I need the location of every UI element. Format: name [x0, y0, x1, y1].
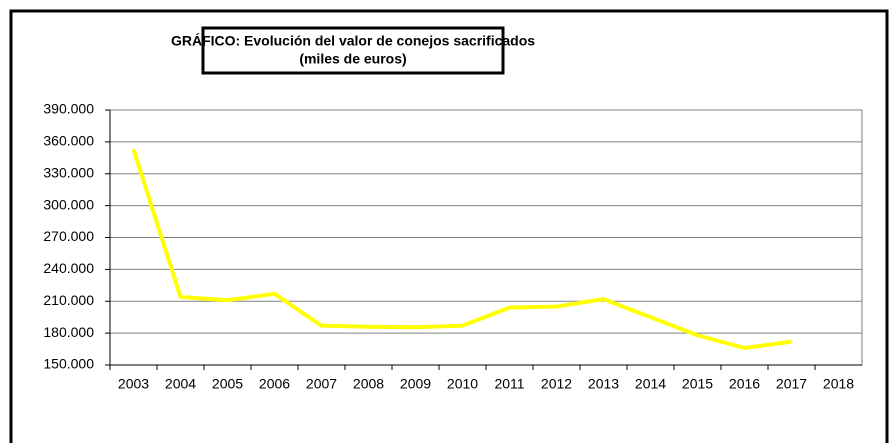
x-tick-label: 2014 — [635, 376, 666, 392]
x-tick-label: 2005 — [212, 376, 243, 392]
title-box — [201, 26, 505, 75]
x-tick-label: 2015 — [682, 376, 713, 392]
y-tick-label: 330.000 — [43, 164, 94, 180]
x-tick-label: 2007 — [306, 376, 337, 392]
chart-title: GRÁFICO: Evolución del valor de conejos … — [171, 33, 535, 49]
x-tick-label: 2003 — [118, 376, 149, 392]
x-tick-label: 2010 — [447, 376, 478, 392]
x-tick-label: 2013 — [588, 376, 619, 392]
y-tick-label: 300.000 — [43, 196, 94, 212]
x-tick-label: 2016 — [729, 376, 760, 392]
x-tick-label: 2011 — [494, 376, 524, 392]
y-tick-label: 360.000 — [43, 133, 94, 149]
x-tick-label: 2006 — [259, 376, 290, 392]
x-tick-label: 2008 — [353, 376, 384, 392]
y-tick-label: 270.000 — [43, 228, 94, 244]
x-tick-label: 2009 — [400, 376, 431, 392]
x-tick-label: 2018 — [823, 376, 854, 392]
y-tick-label: 180.000 — [43, 324, 94, 340]
y-tick-label: 150.000 — [43, 356, 94, 372]
chart-subtitle: (miles de euros) — [299, 51, 406, 67]
x-tick-label: 2004 — [165, 376, 196, 392]
data-line — [131, 148, 792, 350]
x-tick-label: 2012 — [541, 376, 572, 392]
x-tick-label: 2017 — [776, 376, 807, 392]
y-tick-label: 210.000 — [43, 292, 94, 308]
y-tick-label: 390.000 — [43, 101, 94, 117]
y-tick-label: 240.000 — [43, 260, 94, 276]
